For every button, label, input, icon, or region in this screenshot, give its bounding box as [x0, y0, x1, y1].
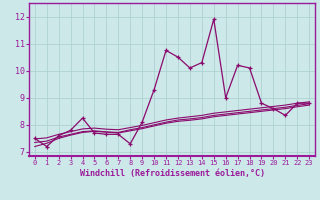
- X-axis label: Windchill (Refroidissement éolien,°C): Windchill (Refroidissement éolien,°C): [79, 169, 265, 178]
